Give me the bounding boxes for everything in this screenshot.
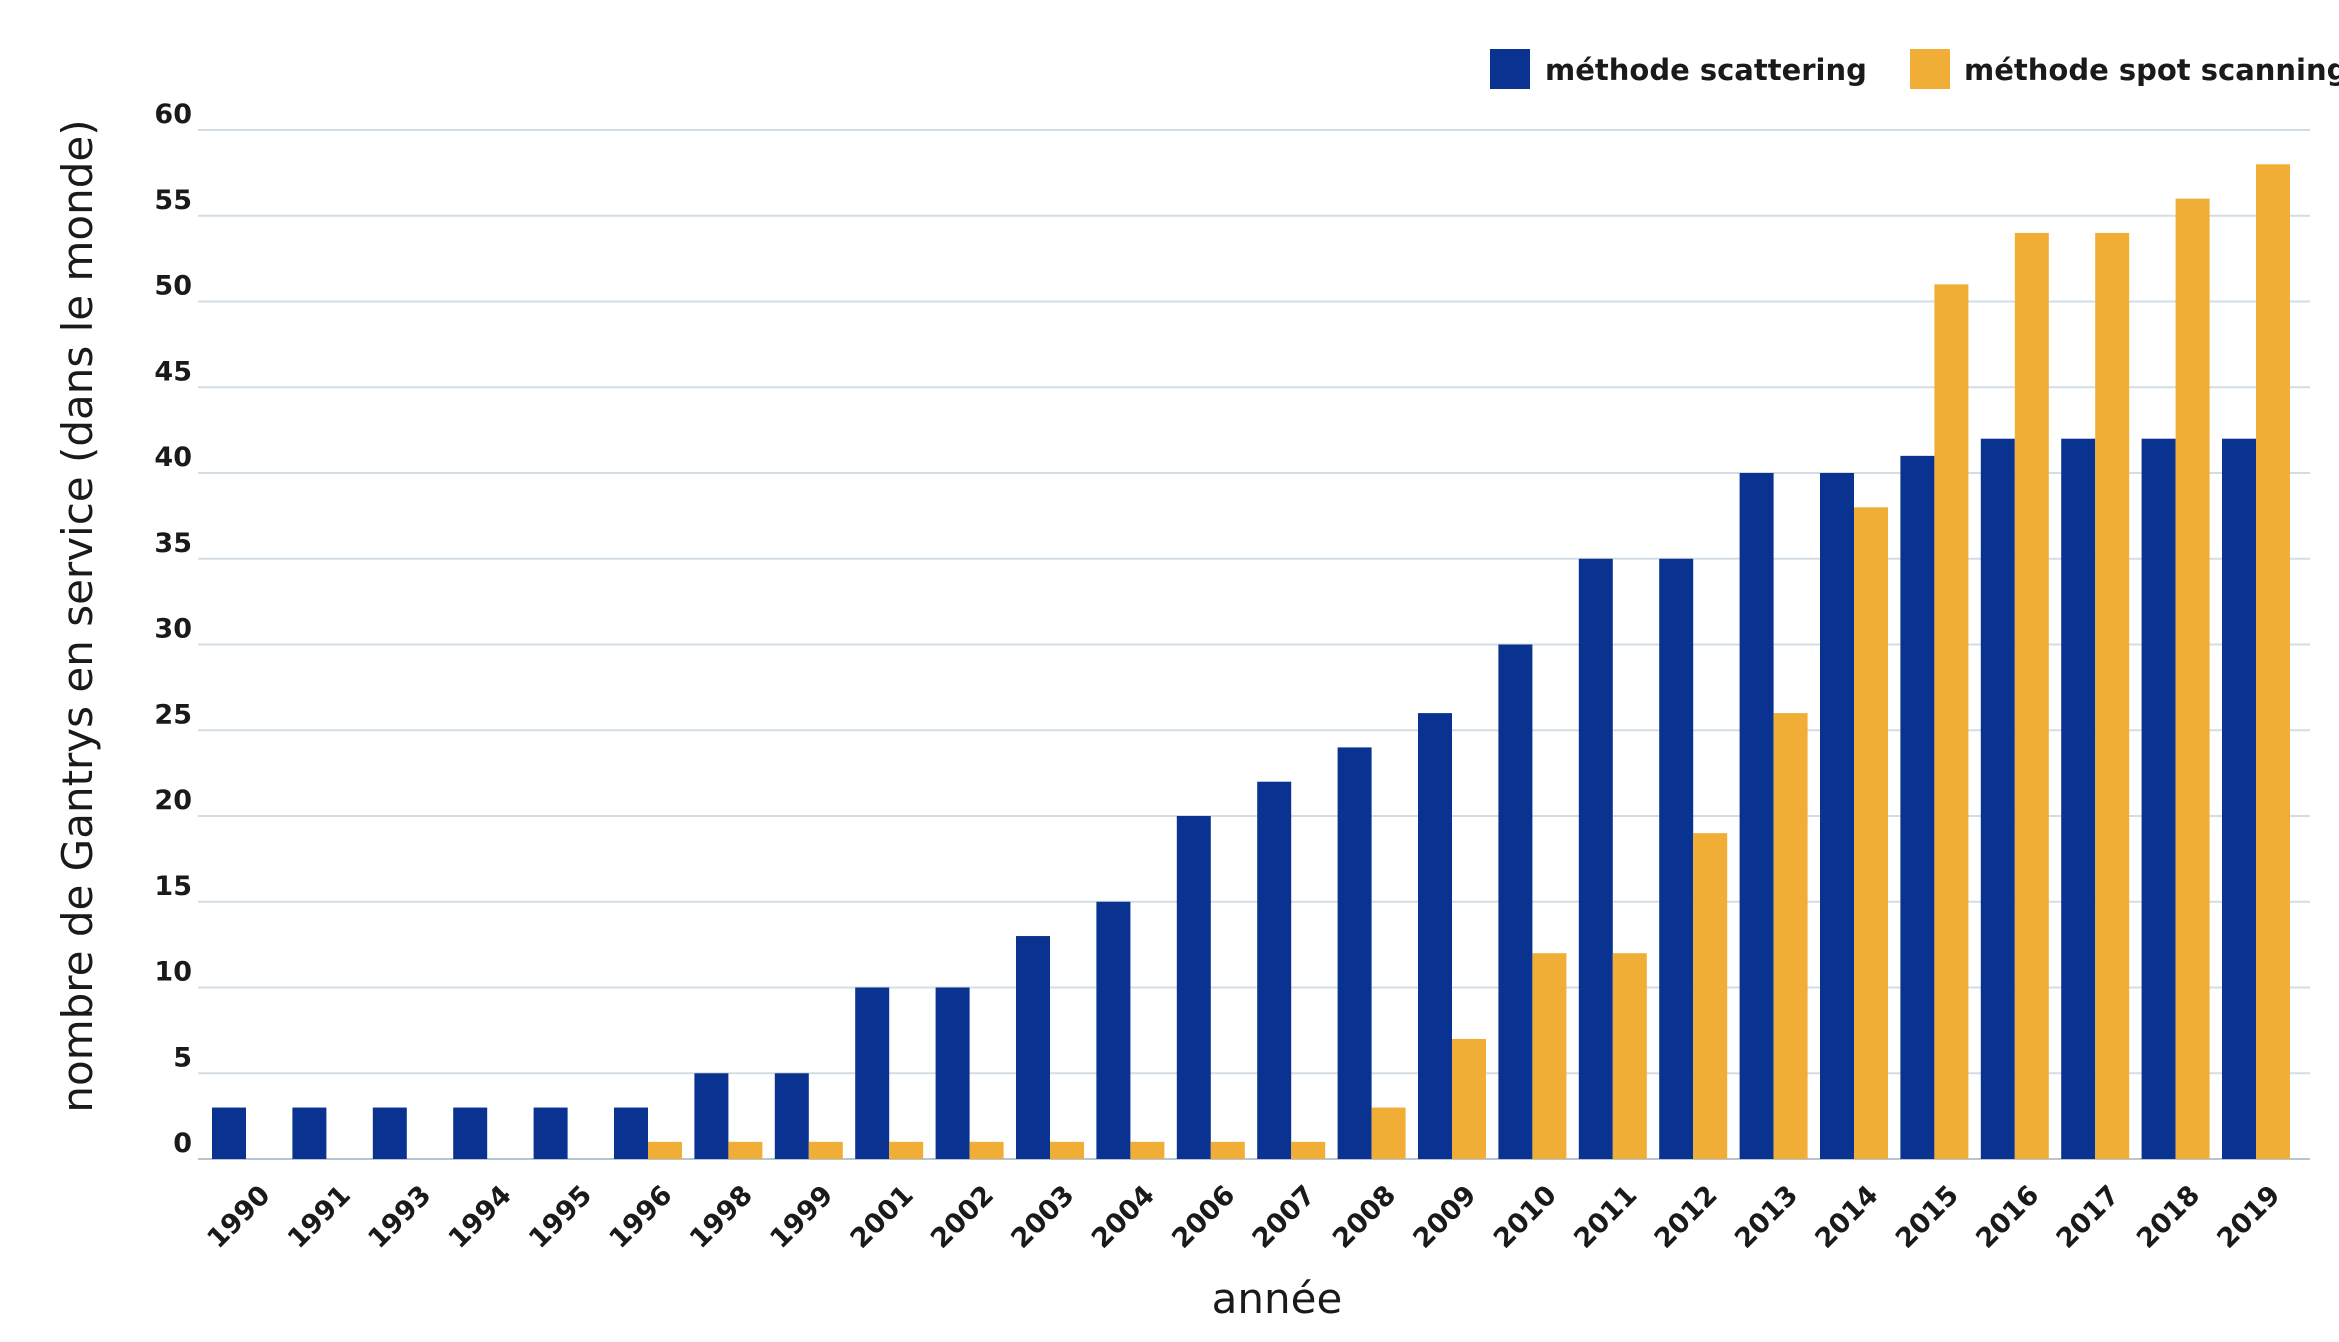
y-tick-label: 10 (154, 957, 192, 988)
x-axis-ticks: 1990 1991 1993 1994 1995 1996 1998 1999 2001 2002… (201, 1180, 2286, 1255)
x-tick-label: 2013 (1729, 1180, 1804, 1255)
y-tick-label: 60 (154, 99, 192, 130)
bar-scattering-1998 (694, 1073, 729, 1159)
bar-spot-scanning-2014 (1854, 507, 1888, 1159)
y-tick-label: 55 (154, 185, 192, 216)
bar-spot-scanning-2003 (1050, 1141, 1084, 1159)
x-tick-label: 1990 (201, 1180, 276, 1255)
y-tick-label: 15 (154, 871, 192, 902)
bar-spot-scanning-2006 (1210, 1141, 1245, 1159)
x-tick-label: 2017 (2051, 1180, 2126, 1255)
bar-scattering-2013 (1739, 473, 1774, 1159)
bar-spot-scanning-1998 (728, 1141, 763, 1159)
y-tick-label: 45 (154, 356, 192, 387)
x-tick-label: 1995 (523, 1180, 598, 1255)
bar-spot-scanning-2013 (1773, 713, 1808, 1159)
bar-scattering-1995 (533, 1107, 568, 1159)
y-tick-label: 20 (154, 785, 192, 816)
bar-spot-scanning-2016 (2014, 232, 2049, 1159)
bar-spot-scanning-2004 (1130, 1141, 1165, 1159)
x-tick-label: 1996 (603, 1180, 678, 1255)
legend-label-scattering: méthode scattering (1545, 53, 1867, 87)
bar-spot-scanning-2002 (969, 1141, 1004, 1159)
x-tick-label: 2006 (1166, 1180, 1241, 1255)
y-tick-label: 0 (173, 1128, 192, 1159)
bar-spot-scanning-2010 (1532, 953, 1567, 1159)
x-tick-label: 2012 (1649, 1180, 1724, 1255)
y-tick-label: 25 (154, 699, 192, 730)
x-tick-label: 2002 (925, 1180, 1000, 1255)
y-tick-label: 35 (154, 528, 192, 559)
bar-spot-scanning-1999 (808, 1141, 843, 1159)
bar-scattering-1990 (212, 1107, 246, 1159)
bar-spot-scanning-2009 (1452, 1038, 1486, 1159)
x-tick-label: 2004 (1086, 1180, 1161, 1255)
x-axis-title: année (1212, 1274, 1343, 1323)
bar-spot-scanning-2008 (1371, 1107, 1406, 1159)
bar-scattering-2009 (1418, 713, 1452, 1159)
x-tick-label: 1993 (362, 1180, 437, 1255)
bar-spot-scanning-2015 (1934, 284, 1969, 1160)
bar-scattering-2014 (1820, 473, 1854, 1159)
x-tick-label: 2001 (845, 1180, 920, 1255)
legend-swatch-scattering (1490, 49, 1530, 89)
bar-scattering-2012 (1659, 558, 1694, 1159)
x-tick-label: 1998 (684, 1180, 759, 1255)
bars (212, 164, 2290, 1160)
x-tick-label: 1991 (282, 1180, 357, 1255)
legend-swatch-spot-scanning (1910, 49, 1950, 89)
bar-scattering-2010 (1498, 644, 1533, 1159)
bar-scattering-1994 (453, 1107, 488, 1159)
bar-scattering-1993 (372, 1107, 407, 1159)
x-tick-label: 2011 (1568, 1180, 1643, 1255)
bar-spot-scanning-2012 (1693, 833, 1728, 1159)
legend-label-spot-scanning: méthode spot scanning (1964, 53, 2339, 87)
bar-spot-scanning-2011 (1612, 953, 1647, 1159)
x-tick-label: 2008 (1327, 1180, 1402, 1255)
bar-scattering-2011 (1578, 558, 1613, 1159)
bar-scattering-2003 (1016, 936, 1050, 1159)
x-tick-label: 1999 (764, 1180, 839, 1255)
bar-spot-scanning-2001 (889, 1141, 924, 1159)
bar-scattering-1991 (292, 1107, 327, 1159)
y-tick-label: 5 (173, 1042, 192, 1073)
x-tick-label: 2018 (2131, 1180, 2206, 1255)
y-tick-label: 50 (154, 271, 192, 302)
bar-scattering-2001 (855, 987, 890, 1159)
x-tick-label: 2007 (1247, 1180, 1322, 1255)
bar-scattering-2018 (2141, 438, 2176, 1159)
x-tick-label: 2003 (1005, 1180, 1080, 1255)
y-tick-label: 30 (154, 614, 192, 645)
bar-scattering-1999 (774, 1073, 809, 1159)
bar-scattering-2019 (2222, 438, 2256, 1159)
x-tick-label: 2010 (1488, 1180, 1563, 1255)
bar-spot-scanning-2017 (2095, 232, 2130, 1159)
bar-scattering-1996 (614, 1107, 648, 1159)
x-tick-label: 2014 (1809, 1180, 1884, 1255)
bar-spot-scanning-2019 (2256, 164, 2290, 1160)
bar-spot-scanning-2018 (2175, 198, 2210, 1160)
bar-scattering-2002 (935, 987, 970, 1159)
bar-scattering-2004 (1096, 901, 1131, 1159)
bar-scattering-2017 (2061, 438, 2096, 1159)
bar-scattering-2016 (1980, 438, 2015, 1159)
bar-spot-scanning-1996 (648, 1141, 682, 1159)
bar-scattering-2008 (1337, 747, 1372, 1159)
bar-scattering-2015 (1900, 455, 1935, 1160)
x-tick-label: 2015 (1890, 1180, 1965, 1255)
bar-scattering-2007 (1257, 781, 1292, 1159)
x-tick-label: 2019 (2211, 1180, 2286, 1255)
y-axis-title: nombre de Gantrys en service (dans le mo… (53, 119, 102, 1112)
x-tick-label: 2016 (1970, 1180, 2045, 1255)
x-tick-label: 2009 (1407, 1180, 1482, 1255)
x-tick-label: 1994 (443, 1180, 518, 1255)
bar-scattering-2006 (1176, 816, 1211, 1159)
y-axis-ticks: 0 5 10 15 20 25 30 35 40 45 50 55 60 (154, 99, 192, 1159)
legend: méthode scattering méthode spot scanning (1490, 49, 2339, 89)
bar-spot-scanning-2007 (1291, 1141, 1326, 1159)
y-tick-label: 40 (154, 442, 192, 473)
